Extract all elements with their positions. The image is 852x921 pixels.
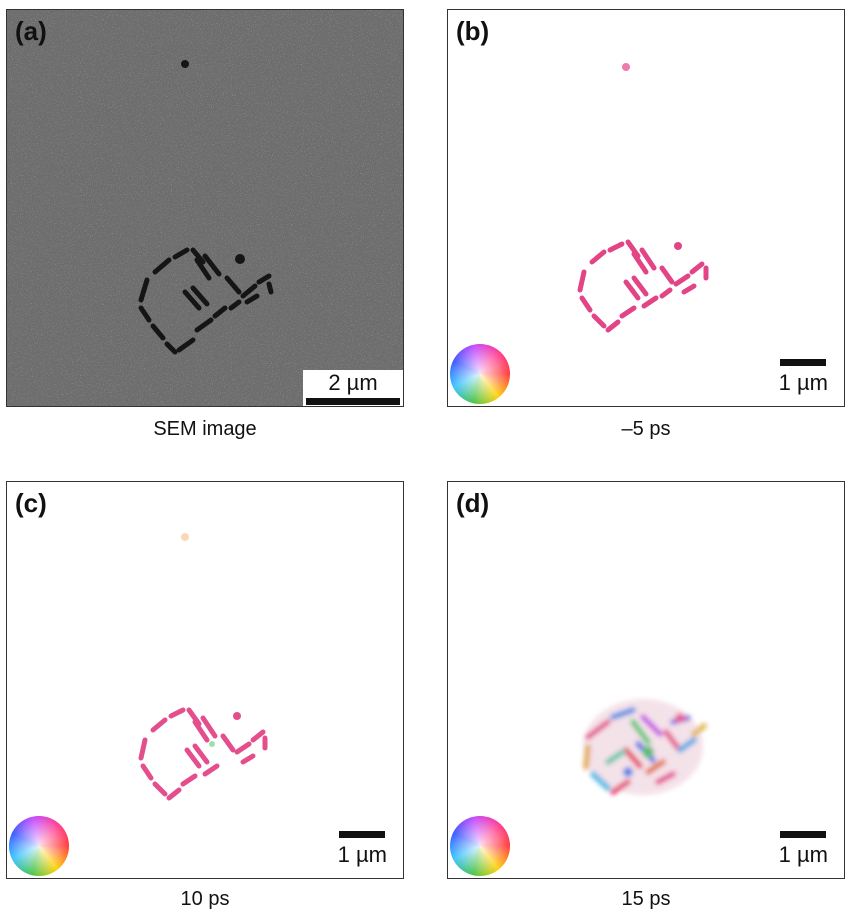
signal-image-d [583,699,707,795]
scale-bar-c: 1 µm [338,831,387,868]
caption-a: SEM image [153,418,257,440]
signal-image-c [138,533,268,801]
color-wheel-icon [450,816,510,876]
scale-bar-line [780,359,827,366]
color-wheel-icon [9,816,69,876]
caption-b: –5 ps [621,418,671,440]
image-panel-d: (d) 1 µm [447,481,845,879]
scale-bar-b: 1 µm [779,359,828,396]
signal-image-b [577,63,709,333]
scale-bar-line [306,398,400,405]
scale-bar-label: 1 µm [778,842,828,867]
scale-bar-line [780,831,827,838]
panel-label-d: (d) [456,488,490,518]
scale-bar-label: 2 µm [328,370,378,395]
panel-label-c: (c) [15,488,47,518]
scale-bar-label: 1 µm [337,842,387,867]
image-panel-b: (b) 1 µm [447,9,845,407]
panel-label-b: (b) [456,16,490,46]
sem-image-panel: (a) 2 µm [6,9,404,407]
image-panel-c: (c) 1 µm [6,481,404,879]
scale-bar-label: 1 µm [778,370,828,395]
sem-image [7,10,403,406]
scale-bar-a: 2 µm [303,370,403,406]
scale-bar-d: 1 µm [779,831,828,868]
scale-bar-line [339,831,386,838]
caption-d: 15 ps [621,888,671,910]
caption-c: 10 ps [180,888,230,910]
color-wheel-icon [450,344,510,404]
panel-label-a: (a) [15,16,47,46]
